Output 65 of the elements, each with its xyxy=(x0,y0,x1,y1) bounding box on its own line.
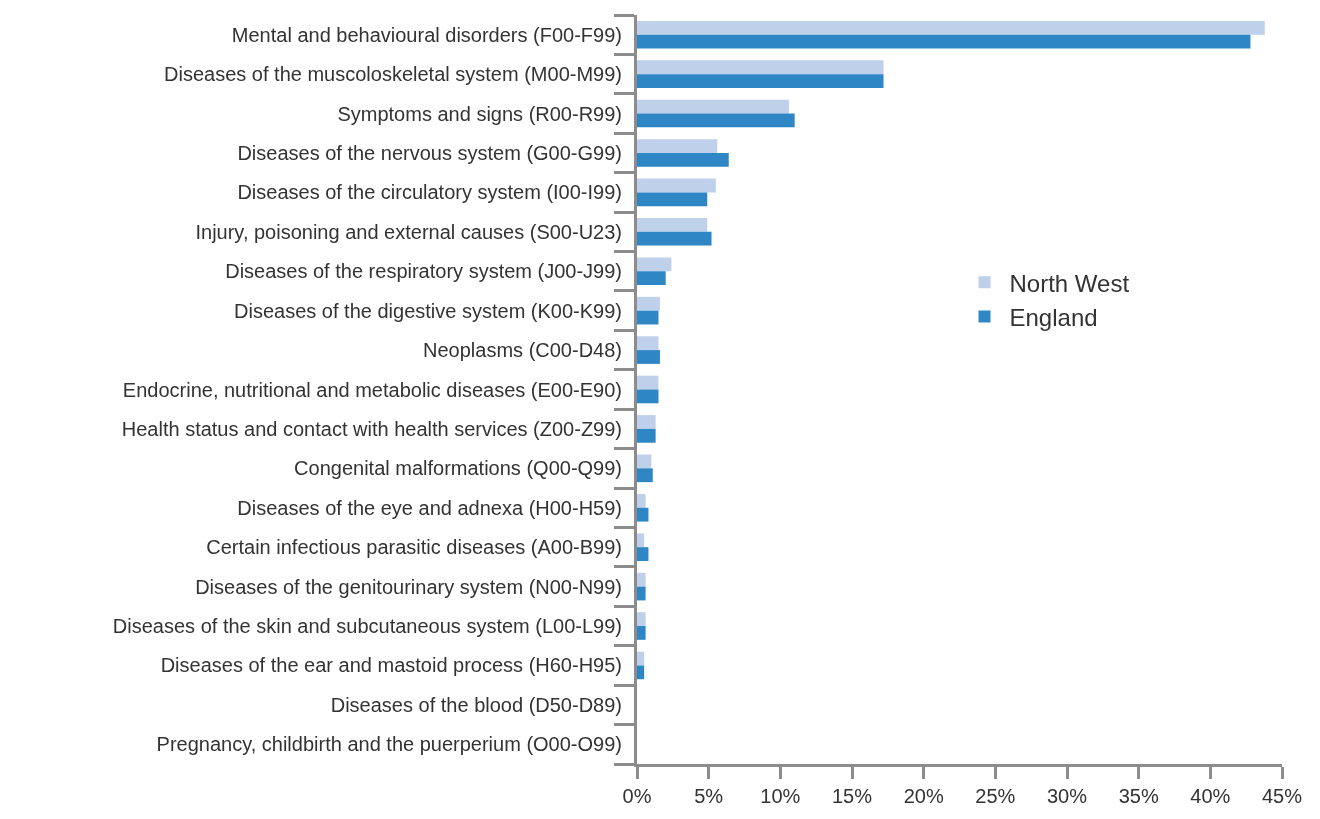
y-tick-label: Diseases of the muscoloskeletal system (M00-M99) xyxy=(164,63,622,86)
bar xyxy=(637,192,708,207)
y-tick-label: Diseases of the nervous system (G00-G99) xyxy=(237,141,622,164)
y-tick-label: Diseases of the digestive system (K00-K99) xyxy=(234,299,622,322)
y-tick-label: Neoplasms (C00-D48) xyxy=(423,339,622,362)
y-tick-label: Diseases of the genitourinary system (N00-N99) xyxy=(195,575,622,598)
bar xyxy=(637,468,653,483)
bar xyxy=(637,271,666,286)
bar xyxy=(637,507,649,522)
y-tick-label: Diseases of the circulatory system (I00-I99) xyxy=(237,181,622,204)
y-tick-label: Diseases of the skin and subcutaneous system (L00-L99) xyxy=(112,615,622,638)
bar xyxy=(637,572,646,587)
bar xyxy=(637,99,789,114)
bar xyxy=(637,218,708,232)
bar xyxy=(637,113,795,128)
bar xyxy=(637,74,884,88)
bar xyxy=(637,612,646,627)
y-tick-label: Diseases of the blood (D50-D89) xyxy=(330,693,622,716)
bar xyxy=(637,310,659,325)
bar xyxy=(637,665,645,680)
bar xyxy=(637,257,672,272)
x-tick-label: 5% xyxy=(694,785,724,807)
legend-label: North West xyxy=(1009,269,1130,297)
y-tick-label: Pregnancy, childbirth and the puerperium (O00-O99) xyxy=(156,733,622,756)
bar xyxy=(637,178,716,193)
y-tick-label: Symptoms and signs (R00-R99) xyxy=(337,102,622,125)
x-tick-label: 20% xyxy=(903,785,944,807)
bar xyxy=(637,533,645,548)
bar xyxy=(637,493,646,508)
bar xyxy=(637,389,659,404)
y-tick-label: Diseases of the respiratory system (J00-J99) xyxy=(225,260,622,283)
bar xyxy=(637,375,659,390)
x-tick-label: 15% xyxy=(831,785,873,807)
y-tick-label: Endocrine, nutritional and metabolic diseases (E00-E90) xyxy=(122,378,622,401)
y-tick-label: Injury, poisoning and external causes (S00-U23) xyxy=(195,220,622,243)
x-tick-label: 35% xyxy=(1118,785,1159,807)
bar xyxy=(637,60,884,75)
y-tick-label: Certain infectious parasitic diseases (A00-B99) xyxy=(206,536,622,559)
y-tick-label: Diseases of the eye and adnexa (H00-H59) xyxy=(237,496,622,519)
bar xyxy=(637,415,656,429)
bar xyxy=(637,152,729,167)
bar xyxy=(637,454,652,469)
legend-label: England xyxy=(1009,303,1098,331)
bar xyxy=(637,139,718,153)
x-tick-label: 45% xyxy=(1261,785,1303,807)
y-tick-label: Congenital malformations (Q00-Q99) xyxy=(294,457,622,480)
y-tick-label: Diseases of the ear and mastoid process (H60-H95) xyxy=(160,654,622,677)
bar xyxy=(637,651,645,666)
bar xyxy=(637,336,659,351)
x-tick-label: 30% xyxy=(1046,785,1088,807)
bar xyxy=(637,547,649,561)
bar xyxy=(637,296,660,311)
bar xyxy=(637,231,712,246)
y-tick-label: Health status and contact with health services (Z00-Z99) xyxy=(121,417,622,440)
bar xyxy=(637,350,660,364)
y-tick-label: Mental and behavioural disorders (F00-F99) xyxy=(231,23,622,46)
x-tick-label: 25% xyxy=(975,785,1016,807)
x-tick-label: 10% xyxy=(760,785,801,807)
x-tick-label: 40% xyxy=(1190,785,1231,807)
bar xyxy=(637,626,646,640)
x-tick-label: 0% xyxy=(622,785,652,807)
bar xyxy=(637,428,656,443)
bar xyxy=(637,34,1251,49)
bar xyxy=(637,586,646,601)
bar xyxy=(637,20,1265,35)
